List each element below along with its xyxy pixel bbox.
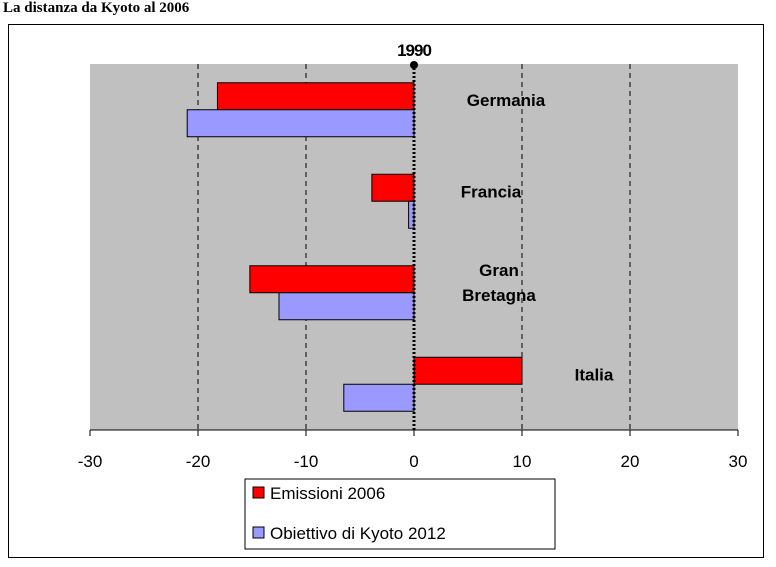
bar-obiettivo [278,292,415,321]
bar-obiettivo [186,109,415,138]
bar-obiettivo [408,200,415,229]
page-title: La distanza da Kyoto al 2006 [3,0,190,16]
legend-swatch [252,486,265,499]
legend-label: Emissioni 2006 [270,484,385,503]
reference-marker [410,61,418,69]
x-tick-label: -30 [78,452,103,471]
bar-emissioni [216,82,415,111]
x-tick-label: 10 [513,452,532,471]
x-tick-label: 0 [409,452,418,471]
bar-emissioni [249,265,415,294]
category-label: Italia [575,365,614,384]
bar-obiettivo [343,383,415,412]
legend-swatch [252,526,265,539]
x-tick-label: 20 [621,452,640,471]
x-tick-label: -20 [186,452,211,471]
category-label: Gran [479,261,519,280]
category-label: Germania [467,91,546,110]
category-label: Francia [461,182,522,201]
x-tick-label: -10 [294,452,319,471]
reference-label: 1990 [397,41,431,60]
bar-emissioni [371,173,415,202]
legend [244,478,556,550]
legend-label: Obiettivo di Kyoto 2012 [270,524,446,543]
category-label: Bretagna [462,286,536,305]
bar-emissioni [413,356,523,385]
x-tick-label: 30 [729,452,748,471]
